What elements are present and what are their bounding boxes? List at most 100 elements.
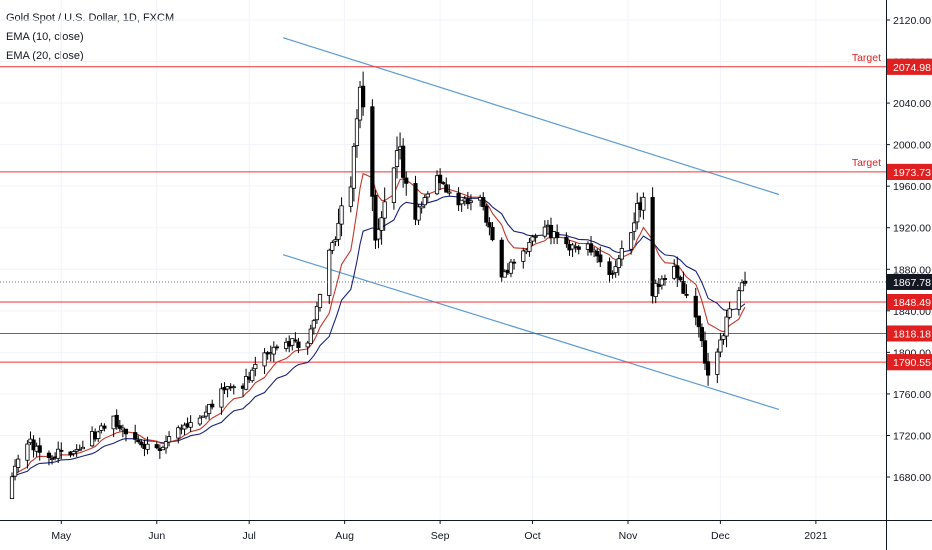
- candle-body-down: [441, 182, 446, 184]
- candle: [595, 248, 600, 263]
- candle-body-up: [311, 320, 316, 329]
- channel-line-lower[interactable]: [282, 254, 780, 411]
- candle-body-down: [576, 246, 581, 250]
- candle: [49, 454, 55, 465]
- candle-body-up: [721, 335, 726, 340]
- candle-body-up: [9, 476, 15, 500]
- x-tick-label: Oct: [524, 530, 540, 542]
- candle-body-down: [210, 403, 215, 408]
- candle: [56, 441, 61, 463]
- candle-body-down: [154, 444, 159, 449]
- candle-body-up: [736, 290, 741, 310]
- candle-body-up: [271, 346, 276, 355]
- candle: [542, 220, 547, 239]
- y-tick-label: 1960.00: [893, 181, 931, 193]
- candle: [447, 184, 452, 196]
- candle-body-down: [696, 315, 701, 328]
- x-tick-label: Jun: [148, 530, 165, 542]
- candle: [434, 170, 440, 196]
- candle: [9, 472, 15, 500]
- candle-body-up: [56, 448, 61, 459]
- candle-body-down: [684, 293, 689, 296]
- candle-body-up: [521, 250, 526, 262]
- candle-body-down: [123, 428, 129, 435]
- candle-body-up: [632, 222, 637, 232]
- candle-body-down: [705, 361, 711, 376]
- candle-body-up: [613, 266, 618, 274]
- y-tick-label: 1720.00: [893, 430, 931, 442]
- candle-body-down: [102, 425, 107, 429]
- candle-body-up: [641, 196, 646, 211]
- candle: [739, 279, 745, 292]
- candle: [200, 415, 206, 418]
- candle: [641, 192, 646, 220]
- candle-body-down: [370, 106, 375, 197]
- candle-body-down: [139, 441, 144, 446]
- candle: [160, 445, 166, 451]
- candle: [653, 279, 658, 304]
- candle-body-down: [555, 232, 560, 239]
- candle-body-down: [699, 327, 705, 342]
- candle: [702, 331, 708, 371]
- candle-body-up: [635, 203, 640, 223]
- candle-body-down: [490, 226, 495, 241]
- candle: [317, 293, 323, 312]
- channel-line-upper[interactable]: [282, 37, 780, 196]
- candle: [662, 274, 668, 286]
- candle: [327, 248, 332, 305]
- candle: [96, 430, 101, 442]
- candle-body-down: [678, 276, 683, 281]
- candle-body-up: [419, 205, 424, 209]
- level-price-label: 1973.73: [893, 167, 931, 179]
- candle-body-up: [739, 282, 745, 292]
- candle-body-up: [434, 175, 440, 195]
- x-tick-label: 2021: [804, 530, 828, 542]
- candle: [373, 189, 378, 250]
- candle: [391, 167, 397, 210]
- candle: [102, 423, 107, 432]
- candle-body-up: [308, 328, 313, 344]
- x-tick-label: May: [51, 530, 72, 542]
- candle: [444, 177, 449, 193]
- candle: [114, 409, 119, 430]
- candle-body-down: [681, 280, 686, 294]
- candle-body-up: [508, 261, 514, 274]
- candle: [592, 246, 597, 258]
- candle: [419, 201, 424, 214]
- candle: [351, 142, 356, 202]
- candle-body-down: [499, 239, 504, 278]
- y-tick-label: 2040.00: [893, 98, 931, 110]
- candle: [376, 218, 381, 249]
- y-tick-label: 1760.00: [893, 389, 931, 401]
- candle: [31, 435, 36, 458]
- candle: [25, 440, 30, 469]
- candle-body-down: [361, 85, 366, 108]
- candle: [290, 338, 295, 351]
- candle-body-up: [459, 199, 464, 205]
- candle-body-up: [145, 443, 150, 450]
- candle: [71, 450, 76, 457]
- candle: [484, 204, 489, 227]
- candle: [459, 199, 464, 212]
- candle: [348, 176, 353, 213]
- candle: [379, 211, 384, 245]
- candle-body-up: [592, 249, 597, 253]
- candle-body-down: [595, 250, 600, 257]
- candle: [530, 234, 535, 246]
- candle-body-up: [727, 308, 732, 318]
- candle-body-up: [176, 427, 181, 439]
- candle-body-up: [243, 376, 249, 390]
- level-price-badge: [887, 294, 932, 311]
- candle: [305, 340, 310, 355]
- candle-body-down: [481, 197, 486, 208]
- level-price-label: 2074.98: [893, 62, 931, 74]
- candle: [219, 383, 224, 415]
- candle: [37, 437, 42, 461]
- target-annotation: Target: [852, 157, 881, 169]
- candle: [77, 444, 82, 451]
- candle-body-up: [203, 411, 209, 417]
- legend-ema10: EMA (10, close): [6, 31, 84, 43]
- candle: [262, 348, 267, 374]
